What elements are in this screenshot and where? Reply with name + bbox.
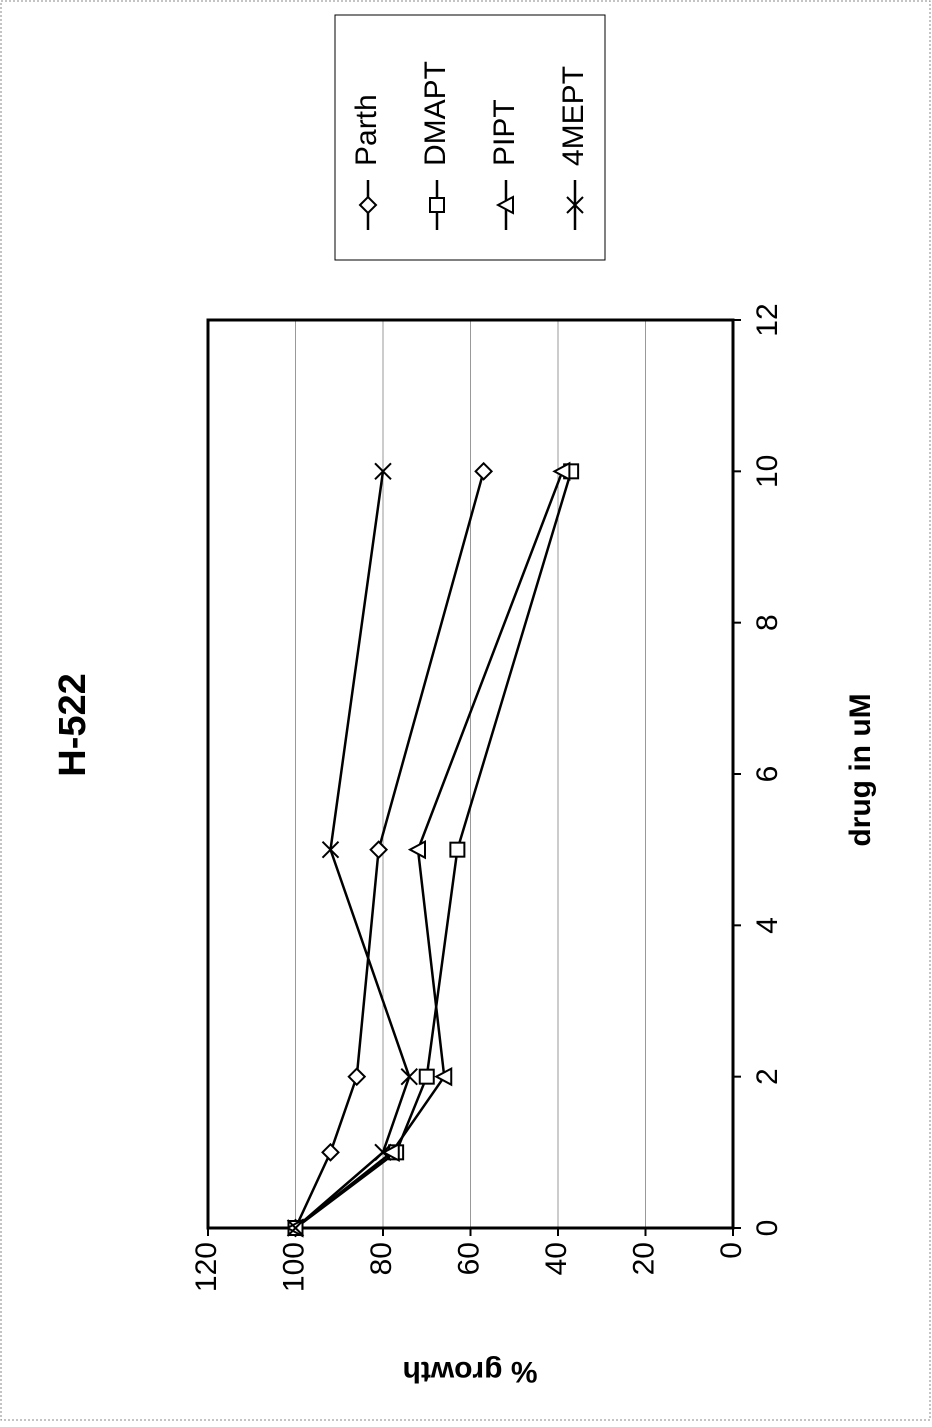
marker [434,1066,453,1087]
x-tick-label: 0 [751,1220,784,1237]
marker [321,840,340,859]
legend-label: 4MEPT [557,66,590,166]
legend-label: DMAPT [419,61,452,166]
x-tick-label: 10 [751,455,784,488]
series-line [294,470,564,1229]
marker [495,195,514,215]
chart-title: H-522 [52,673,94,777]
legend-label: PIPT [488,99,521,166]
rotated-chart: H-522 drug in uM % growth 02040608010012… [52,14,877,1388]
y-tick-label: 40 [540,1242,573,1275]
y-tick-label: 20 [627,1242,660,1275]
marker [374,462,392,481]
x-axis-label: drug in uM [844,693,877,846]
x-tick-label: 2 [751,1068,784,1085]
x-tick-label: 6 [751,766,784,783]
marker [358,195,378,215]
y-axis-label: % growth [403,1355,538,1388]
marker [552,461,571,481]
x-tick-label: 4 [751,917,784,934]
marker [347,1067,367,1087]
series-line [294,470,573,1229]
y-tick-label: 120 [190,1242,223,1292]
legend-label: Parth [350,94,383,166]
marker [429,197,445,213]
legend: Parth DMAPT PIPT 4MEPT [334,14,606,261]
y-tick-label: 100 [277,1242,310,1292]
marker [369,840,389,860]
marker [418,1068,435,1085]
x-tick-label: 12 [751,303,784,336]
marker [474,461,494,481]
marker [381,1142,400,1163]
marker [374,1143,392,1162]
marker [566,196,584,214]
plot-frame [206,318,735,1230]
legend-box [334,14,606,261]
series-line [294,471,411,1229]
y-tick-label: 80 [365,1242,398,1275]
x-tick-label: 8 [751,614,784,631]
y-tick-label: 60 [452,1242,485,1275]
marker [449,841,466,858]
marker [407,840,426,860]
marker [286,1219,305,1237]
marker [400,1067,418,1086]
marker [321,1142,340,1162]
y-tick-label: 0 [715,1242,748,1259]
